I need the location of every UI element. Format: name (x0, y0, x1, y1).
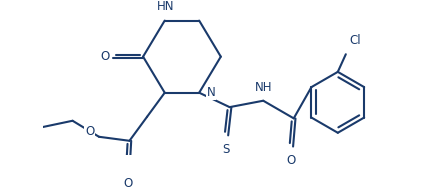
Text: NH: NH (255, 81, 273, 94)
Text: O: O (123, 177, 133, 189)
Text: O: O (287, 154, 296, 167)
Text: Cl: Cl (350, 34, 362, 47)
Text: O: O (85, 125, 94, 139)
Text: S: S (223, 143, 230, 156)
Text: O: O (101, 50, 110, 63)
Text: N: N (206, 86, 215, 99)
Text: HN: HN (157, 0, 174, 13)
